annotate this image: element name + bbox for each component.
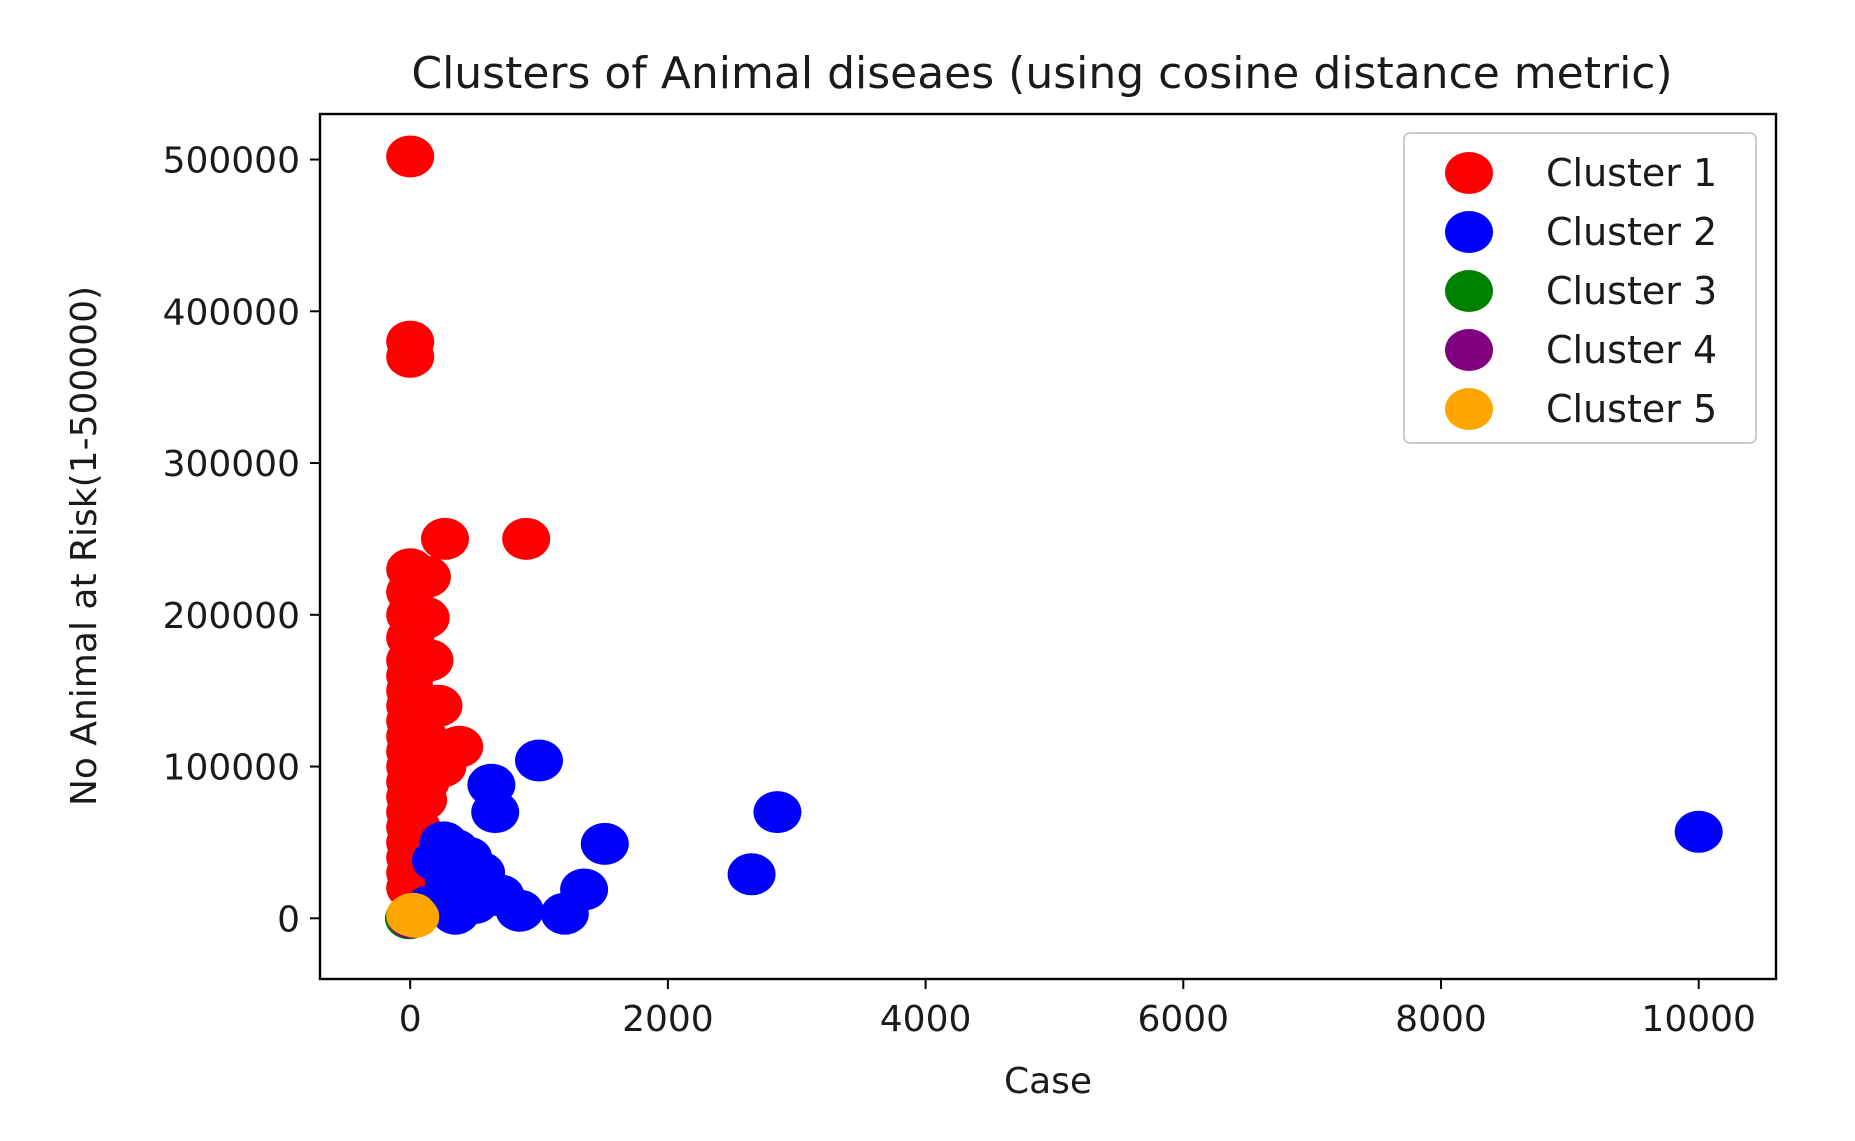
point-series-1-4 xyxy=(421,517,469,560)
x-axis-label: Case xyxy=(1004,1061,1092,1102)
x-tick-label: 6000 xyxy=(1137,999,1229,1040)
x-tick-label: 2000 xyxy=(622,999,714,1040)
legend-label-5: Cluster 5 xyxy=(1546,387,1717,431)
point-series-2-5 xyxy=(1674,810,1723,853)
x-axis: 0 2000 4000 6000 8000 10000 xyxy=(399,979,1756,1040)
point-series-1-5 xyxy=(502,517,551,560)
legend: Cluster 1 Cluster 2 Cluster 3 Cluster 4 Clus… xyxy=(1403,132,1757,444)
legend-label-3: Cluster 3 xyxy=(1546,269,1717,313)
point-series-5-3 xyxy=(388,892,437,935)
chart-title: Clusters of Animal diseaes (using cosine… xyxy=(411,48,1672,99)
legend-box xyxy=(1403,132,1757,444)
legend-marker-1 xyxy=(1445,152,1493,194)
point-series-2-12 xyxy=(727,853,776,896)
legend-marker-5 xyxy=(1445,388,1493,430)
plot-frame xyxy=(318,112,1778,981)
points-layer xyxy=(384,135,1723,940)
x-tick-label: 10000 xyxy=(1641,999,1756,1040)
point-series-2-1 xyxy=(515,739,563,782)
point-series-1-3 xyxy=(386,335,435,378)
legend-label-1: Cluster 1 xyxy=(1546,151,1717,195)
y-tick-label: 100000 xyxy=(163,748,300,789)
legend-marker-4 xyxy=(1445,329,1493,371)
y-tick-label: 0 xyxy=(277,899,300,940)
x-tick-label: 4000 xyxy=(880,999,972,1040)
legend-label-4: Cluster 4 xyxy=(1546,328,1717,372)
series-2 xyxy=(405,739,1723,935)
point-series-2-4 xyxy=(753,791,802,834)
y-axis: 0 100000 200000 300000 400000 500000 xyxy=(163,141,320,940)
legend-label-2: Cluster 2 xyxy=(1546,210,1717,254)
point-series-2-21 xyxy=(540,892,589,935)
legend-items: Cluster 1 Cluster 2 Cluster 3 Cluster 4 Clus… xyxy=(1445,151,1717,431)
y-axis-label: No Animal at Risk(1-500000) xyxy=(64,286,105,806)
point-series-2-3 xyxy=(471,791,520,834)
legend-marker-3 xyxy=(1445,270,1493,312)
series-1 xyxy=(386,135,551,909)
x-tick-label: 0 xyxy=(399,999,422,1040)
y-tick-label: 400000 xyxy=(163,292,300,333)
point-series-1-1 xyxy=(386,135,435,178)
point-series-2-6 xyxy=(580,822,629,865)
y-tick-label: 500000 xyxy=(163,141,300,182)
point-series-2-20 xyxy=(495,889,544,932)
y-tick-label: 200000 xyxy=(163,596,300,637)
x-tick-label: 8000 xyxy=(1395,999,1487,1040)
series-5 xyxy=(386,892,440,938)
y-tick-label: 300000 xyxy=(163,444,300,485)
legend-marker-2 xyxy=(1445,211,1493,253)
